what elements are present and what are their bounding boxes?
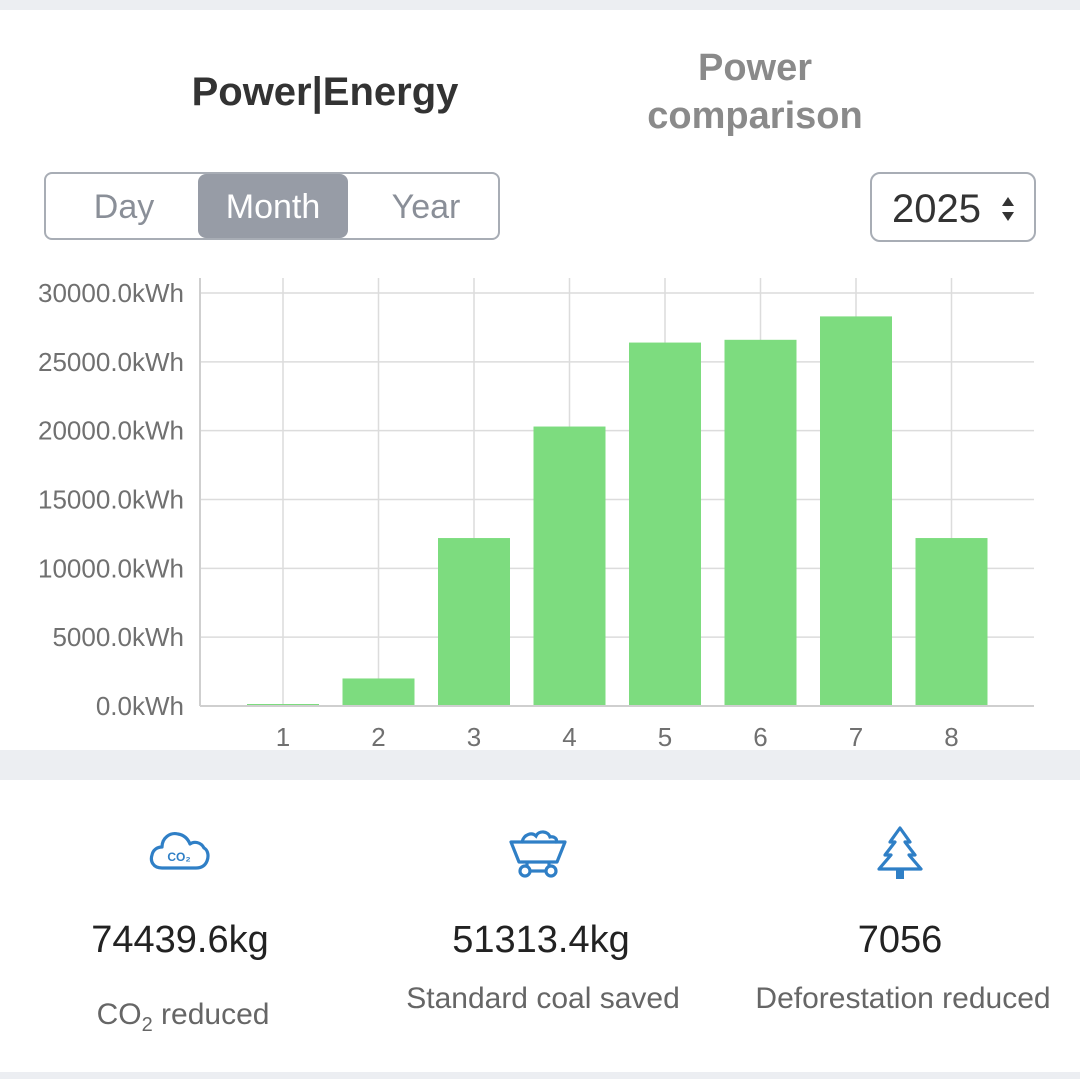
bar-month-8[interactable] [915, 538, 988, 706]
y-tick-label: 20000.0kWh [38, 416, 184, 446]
energy-bar-chart: 0.0kWh 5000.0kWh 10000.0kWh 15000.0kWh 20000… [38, 278, 1034, 750]
period-day-button[interactable]: Day [93, 188, 155, 226]
x-tick-label: 2 [371, 722, 385, 750]
bottom-strip [0, 1072, 1080, 1079]
bar-month-5[interactable] [629, 342, 701, 706]
top-strip [0, 0, 1080, 10]
y-tick-label: 15000.0kWh [38, 485, 184, 515]
co2-label-sub: 2 [141, 1014, 153, 1036]
y-tick-label: 30000.0kWh [38, 278, 184, 308]
co2-reduced-value: 74439.6kg [91, 919, 269, 961]
tab-power-energy[interactable]: Power|Energy [191, 70, 459, 114]
x-tick-label: 3 [467, 722, 481, 750]
bar-month-7[interactable] [820, 316, 892, 706]
period-selector: Day Month Year [44, 172, 500, 240]
bar-month-2[interactable] [342, 678, 415, 706]
co2-reduced-label: CO2 reduced [33, 996, 333, 1044]
coal-saved-label: Standard coal saved [406, 982, 680, 1015]
x-tick-label: 8 [944, 722, 958, 750]
y-tick-label: 5000.0kWh [52, 622, 184, 652]
year-select-value: 2025 [892, 187, 981, 231]
bar-month-4[interactable] [533, 426, 606, 706]
period-year-button[interactable]: Year [391, 188, 461, 226]
period-month-button[interactable]: Month [198, 174, 348, 238]
bar-month-6[interactable] [724, 339, 797, 706]
co2-cloud-icon: CO₂ [149, 832, 210, 870]
environment-card: CO₂ 74439.6kg CO2 reduced 51313.4kg Stan… [0, 780, 1080, 1072]
x-tick-label: 1 [276, 722, 290, 750]
co2-label-prefix: CO [96, 998, 142, 1031]
co2-label-suffix: reduced [152, 998, 270, 1031]
x-tick-label: 7 [849, 722, 863, 750]
x-tick-label: 5 [658, 722, 672, 750]
coal-saved-value: 51313.4kg [452, 919, 630, 961]
coal-cart-icon [509, 830, 567, 878]
sort-arrows-icon [1002, 197, 1014, 221]
svg-text:CO₂: CO₂ [167, 850, 190, 864]
y-tick-label: 0.0kWh [96, 691, 184, 721]
section-divider [0, 750, 1080, 780]
bar-month-3[interactable] [438, 538, 510, 706]
x-tick-label: 4 [562, 722, 576, 750]
deforestation-reduced-label: Deforestation reduced [755, 982, 1051, 1015]
x-tick-label: 6 [753, 722, 767, 750]
deforestation-reduced-value: 7056 [857, 919, 943, 961]
y-tick-label: 25000.0kWh [38, 347, 184, 377]
y-tick-label: 10000.0kWh [38, 553, 184, 583]
tree-icon [877, 826, 923, 879]
year-select[interactable]: 2025 [870, 172, 1036, 242]
tab-power-comparison[interactable]: Power comparison [647, 47, 863, 137]
